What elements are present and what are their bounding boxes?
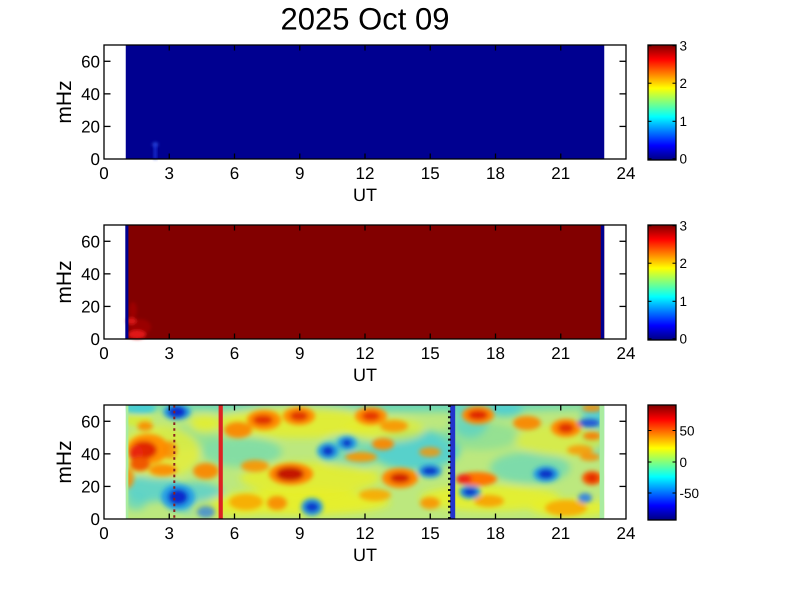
svg-text:2: 2 — [680, 256, 688, 271]
svg-text:15: 15 — [421, 524, 440, 543]
svg-text:9: 9 — [295, 344, 304, 363]
svg-text:15: 15 — [421, 164, 440, 183]
svg-text:6: 6 — [230, 164, 239, 183]
svg-text:20: 20 — [81, 298, 100, 317]
svg-text:60: 60 — [81, 412, 100, 431]
svg-text:21: 21 — [551, 344, 570, 363]
svg-text:21: 21 — [551, 524, 570, 543]
svg-text:40: 40 — [81, 85, 100, 104]
svg-text:20: 20 — [81, 478, 100, 497]
svg-text:6: 6 — [230, 344, 239, 363]
svg-text:UT: UT — [353, 365, 377, 385]
svg-text:0: 0 — [91, 510, 100, 529]
svg-text:24: 24 — [617, 344, 636, 363]
svg-text:UT: UT — [353, 545, 377, 565]
svg-text:-50: -50 — [680, 486, 700, 501]
svg-text:0: 0 — [91, 150, 100, 169]
svg-text:6: 6 — [230, 524, 239, 543]
svg-text:mHz: mHz — [53, 260, 76, 303]
svg-text:0: 0 — [680, 332, 688, 347]
svg-text:1: 1 — [680, 114, 688, 129]
svg-text:3: 3 — [165, 344, 174, 363]
svg-text:40: 40 — [81, 265, 100, 284]
svg-text:3: 3 — [165, 164, 174, 183]
svg-text:0: 0 — [680, 152, 688, 167]
svg-text:40: 40 — [81, 445, 100, 464]
svg-text:9: 9 — [295, 164, 304, 183]
svg-text:UT: UT — [353, 185, 377, 205]
svg-text:3: 3 — [680, 39, 688, 54]
svg-text:12: 12 — [356, 344, 375, 363]
svg-text:9: 9 — [295, 524, 304, 543]
svg-text:0: 0 — [99, 524, 108, 543]
svg-text:12: 12 — [356, 524, 375, 543]
svg-text:60: 60 — [81, 52, 100, 71]
svg-text:3: 3 — [165, 524, 174, 543]
svg-text:18: 18 — [486, 344, 505, 363]
svg-text:50: 50 — [680, 423, 695, 438]
svg-text:mHz: mHz — [53, 440, 76, 483]
svg-text:2025 Oct 09: 2025 Oct 09 — [281, 2, 450, 37]
svg-text:24: 24 — [617, 164, 636, 183]
svg-text:21: 21 — [551, 164, 570, 183]
svg-text:0: 0 — [99, 164, 108, 183]
svg-text:18: 18 — [486, 164, 505, 183]
svg-text:0: 0 — [99, 344, 108, 363]
svg-text:mHz: mHz — [53, 80, 76, 123]
svg-text:15: 15 — [421, 344, 440, 363]
svg-text:20: 20 — [81, 118, 100, 137]
svg-text:18: 18 — [486, 524, 505, 543]
svg-text:2: 2 — [680, 76, 688, 91]
svg-text:1: 1 — [680, 294, 688, 309]
svg-text:60: 60 — [81, 232, 100, 251]
svg-text:24: 24 — [617, 524, 636, 543]
svg-text:3: 3 — [680, 219, 688, 234]
svg-text:0: 0 — [91, 330, 100, 349]
svg-text:0: 0 — [680, 455, 688, 470]
svg-text:12: 12 — [356, 164, 375, 183]
